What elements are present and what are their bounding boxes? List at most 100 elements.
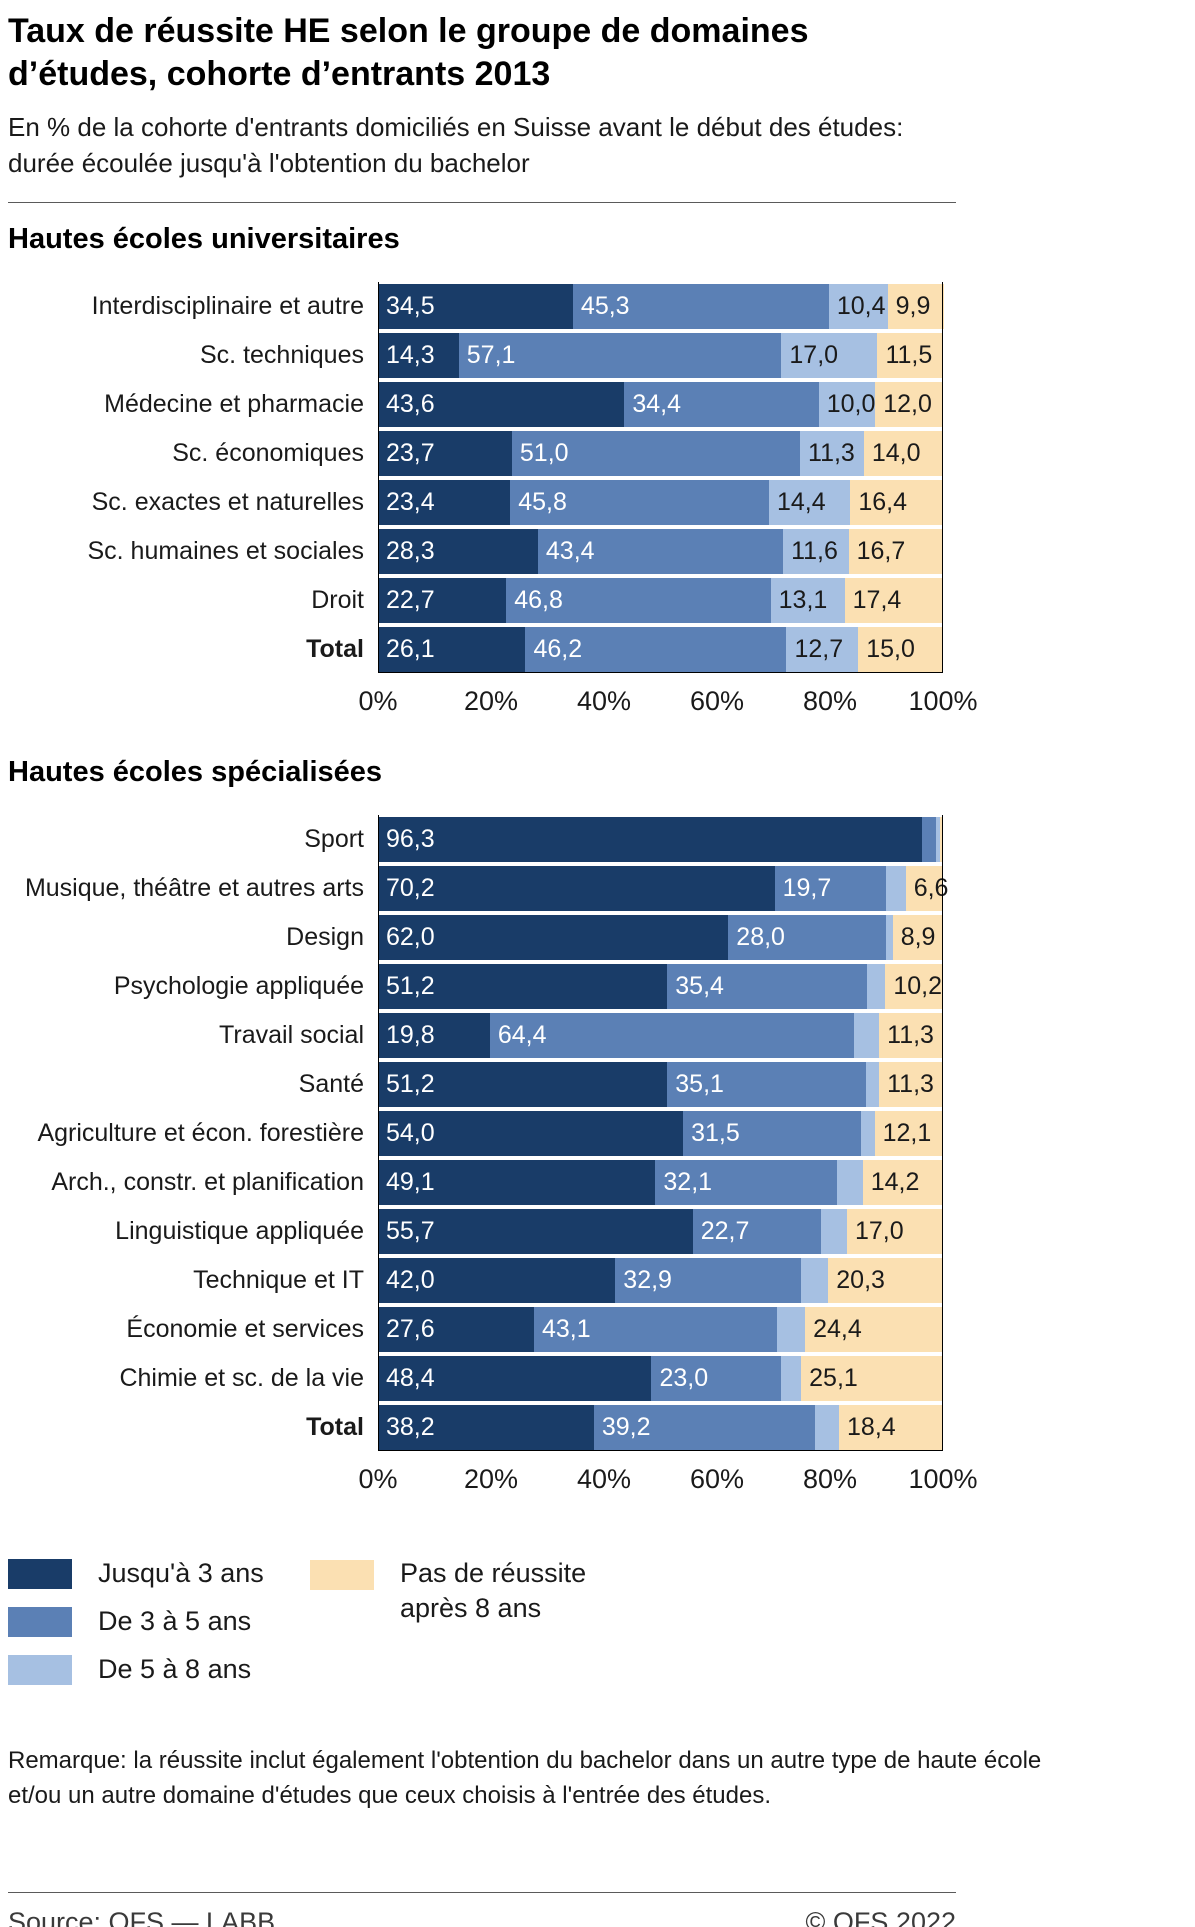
stacked-bar: 43,6 34,4 10,0 12,0 <box>378 382 943 428</box>
bar-segment-4: 17,0 <box>846 1209 943 1255</box>
stacked-bar: 19,8 64,4 11,3 <box>378 1013 943 1059</box>
bar-segment-3: 11,6 <box>783 529 849 575</box>
segment-value-label: 27,6 <box>386 1315 435 1344</box>
segment-value-label: 49,1 <box>386 1168 435 1197</box>
segment-value-label: 35,1 <box>675 1070 724 1099</box>
legend-column-left: Jusqu'à 3 ans De 3 à 5 ans De 5 à 8 ans <box>8 1556 310 1700</box>
section-title-specialisees: Hautes écoles spécialisées <box>8 756 383 789</box>
row-label: Chimie et sc. de la vie <box>119 1364 364 1393</box>
bar-segment-4: 18,4 <box>839 1405 943 1451</box>
bar-segment-2: 46,2 <box>525 627 787 673</box>
bar-segment-4: 17,4 <box>844 578 943 624</box>
chart-row: Sc. techniques 14,3 57,1 17,0 11,5 <box>8 331 943 380</box>
bar-segment-4: 24,4 <box>805 1307 943 1353</box>
chart-row: Droit 22,7 46,8 13,1 17,4 <box>8 576 943 625</box>
segment-value-label: 24,4 <box>813 1315 862 1344</box>
bar-segment-2: 32,9 <box>615 1258 802 1304</box>
bar-segment-1: 14,3 <box>378 333 459 379</box>
segment-value-label: 11,6 <box>791 537 838 566</box>
stacked-bar: 55,7 22,7 17,0 <box>378 1209 943 1255</box>
segment-value-label: 62,0 <box>386 923 435 952</box>
bar-segment-3 <box>853 1013 880 1059</box>
bar-segment-2: 23,0 <box>651 1356 782 1402</box>
bar-segment-2: 22,7 <box>692 1209 821 1255</box>
segment-value-label: 10,2 <box>893 972 943 1001</box>
row-label: Sc. économiques <box>172 439 364 468</box>
x-tick: 100% <box>908 1464 978 1495</box>
segment-value-label: 23,7 <box>386 439 435 468</box>
stacked-bar: 23,7 51,0 11,3 14,0 <box>378 431 943 477</box>
segment-value-label: 12,7 <box>794 635 844 664</box>
bar-segment-1: 43,6 <box>378 382 625 428</box>
row-label: Droit <box>311 586 364 615</box>
x-tick: 80% <box>802 1464 858 1495</box>
bar-segment-3 <box>820 1209 847 1255</box>
bar-segment-4: 14,0 <box>863 431 943 477</box>
stacked-bar: 62,0 28,0 8,9 <box>378 915 943 961</box>
x-tick: 60% <box>689 1464 745 1495</box>
segment-value-label: 11,3 <box>887 1070 934 1099</box>
row-label: Sport <box>304 825 364 854</box>
segment-value-label: 13,1 <box>778 586 828 615</box>
bar-segment-2: 57,1 <box>458 333 782 379</box>
bar-segment-4: 15,0 <box>858 627 943 673</box>
bar-segment-1: 96,3 <box>378 817 923 863</box>
bar-segment-4 <box>940 817 943 863</box>
bar-segment-3 <box>867 964 886 1010</box>
segment-value-label: 14,4 <box>776 488 826 517</box>
segment-value-label: 11,3 <box>808 439 855 468</box>
legend-column-right: Pas de réussite après 8 ans <box>310 1556 586 1700</box>
segment-value-label: 64,4 <box>497 1021 547 1050</box>
segment-value-label: 51,0 <box>519 439 569 468</box>
segment-value-label: 6,6 <box>913 874 949 903</box>
bar-segment-1: 22,7 <box>378 578 507 624</box>
chart-specialisees: Sport 96,3 Musique, théâtre et autres arts… <box>8 815 1195 1500</box>
chart-universitaires: Interdisciplinaire et autre 34,5 45,3 10,4 9… <box>8 282 1195 722</box>
segment-value-label: 54,0 <box>386 1119 435 1148</box>
row-label: Technique et IT <box>193 1266 364 1295</box>
segment-value-label: 34,4 <box>632 390 681 419</box>
chart-row: Médecine et pharmacie 43,6 34,4 10,0 12,0 <box>8 380 943 429</box>
stacked-bar: 23,4 45,8 14,4 16,4 <box>378 480 943 526</box>
legend-swatch-no-success <box>310 1560 374 1591</box>
segment-value-label: 38,2 <box>386 1413 435 1442</box>
bar-segment-3: 12,7 <box>786 627 859 673</box>
bar-segment-2: 31,5 <box>683 1111 862 1157</box>
bar-segment-1: 48,4 <box>378 1356 652 1402</box>
bar-segment-2: 43,1 <box>533 1307 778 1353</box>
bar-segment-1: 19,8 <box>378 1013 490 1059</box>
row-label: Santé <box>298 1070 364 1099</box>
segment-value-label: 42,0 <box>386 1266 435 1295</box>
bar-segment-2: 64,4 <box>489 1013 854 1059</box>
bar-segment-3: 17,0 <box>781 333 878 379</box>
x-axis: 0% 20% 40% 60% 80% 100% <box>358 674 977 722</box>
bar-segment-4: 11,5 <box>877 333 943 379</box>
row-label: Musique, théâtre et autres arts <box>24 874 364 903</box>
segment-value-label: 96,3 <box>386 825 435 854</box>
bar-segment-3 <box>801 1258 829 1304</box>
row-label: Sc. humaines et sociales <box>87 537 364 566</box>
x-tick: 20% <box>463 686 519 717</box>
chart-row: Sport 96,3 <box>8 815 943 864</box>
chart-row: Sc. humaines et sociales 28,3 43,4 11,6 16,7 <box>8 527 943 576</box>
row-label: Travail social <box>219 1021 364 1050</box>
stacked-bar: 34,5 45,3 10,4 9,9 <box>378 284 944 330</box>
legend: Jusqu'à 3 ans De 3 à 5 ans De 5 à 8 ans … <box>8 1556 1195 1700</box>
chart-row: Chimie et sc. de la vie 48,4 23,0 25,1 <box>8 1354 943 1403</box>
stacked-bar: 28,3 43,4 11,6 16,7 <box>378 529 943 575</box>
bar-segment-1: 38,2 <box>378 1405 594 1451</box>
legend-item-until-3-years: Jusqu'à 3 ans <box>8 1556 310 1591</box>
segment-value-label: 23,0 <box>659 1364 709 1393</box>
footer: Source: OFS — LABB © OFS 2022 <box>8 1893 956 1927</box>
x-tick: 40% <box>576 1464 632 1495</box>
bar-segment-4: 10,2 <box>885 964 943 1010</box>
bar-segment-3 <box>886 915 893 961</box>
segment-value-label: 12,1 <box>882 1119 932 1148</box>
bar-segment-3 <box>781 1356 802 1402</box>
segment-value-label: 28,0 <box>736 923 785 952</box>
segment-value-label: 39,2 <box>601 1413 651 1442</box>
bar-segment-1: 26,1 <box>378 627 526 673</box>
segment-value-label: 28,3 <box>386 537 435 566</box>
stacked-bar: 51,2 35,1 11,3 <box>378 1062 943 1108</box>
bar-segment-3: 13,1 <box>770 578 845 624</box>
